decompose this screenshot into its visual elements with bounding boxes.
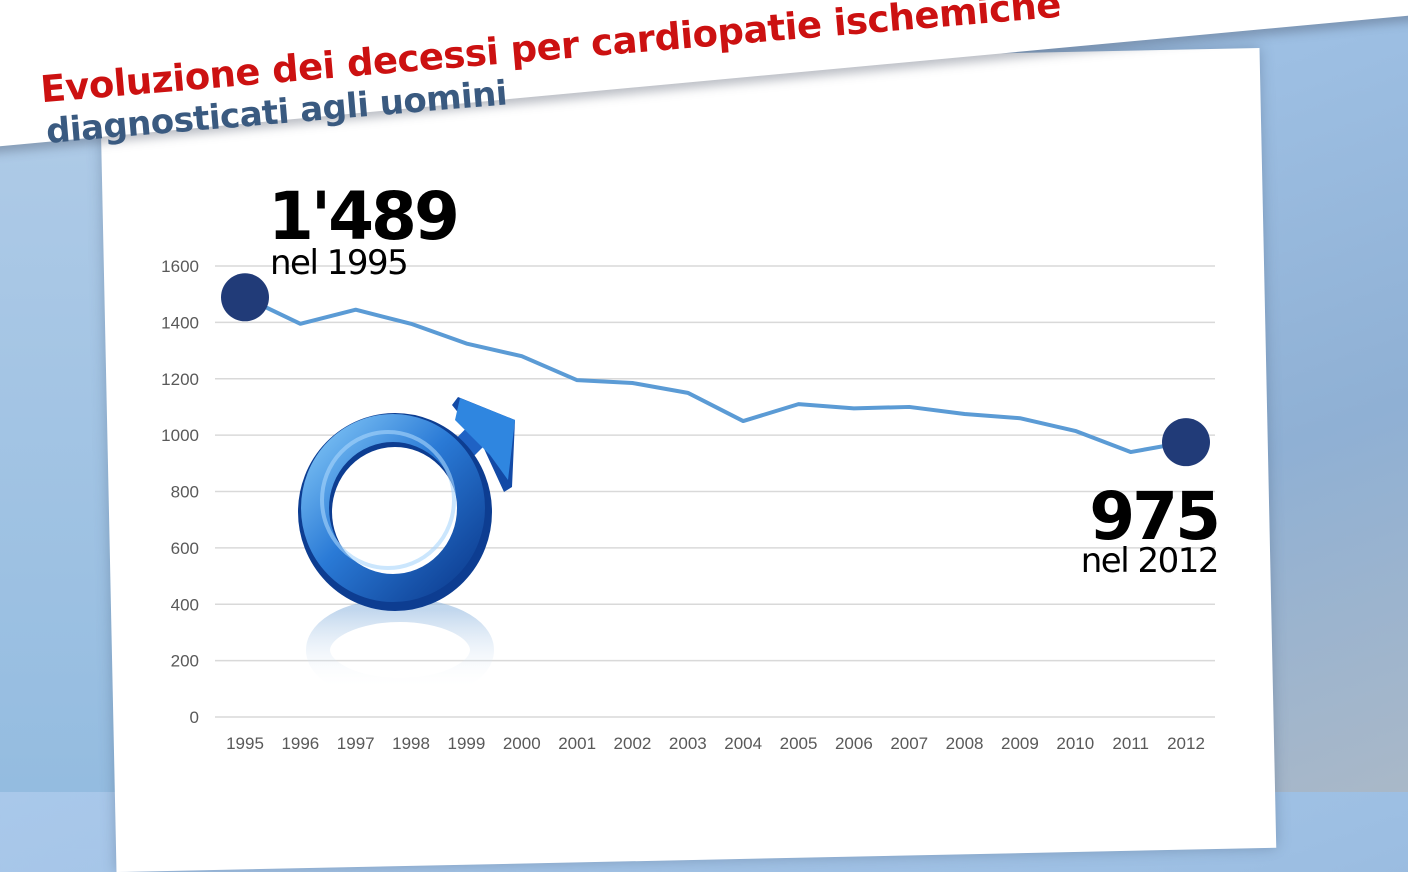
y-tick-label: 400 (171, 595, 199, 614)
y-tick-label: 1000 (161, 426, 199, 445)
x-tick-label: 1996 (281, 734, 319, 753)
data-points (221, 273, 1210, 467)
series-line (243, 295, 1188, 455)
male-symbol-icon (298, 397, 515, 702)
highlight-point-1995 (221, 273, 269, 322)
x-tick-label: 2008 (946, 734, 984, 753)
x-tick-label: 2002 (614, 734, 652, 753)
y-tick-label: 1200 (161, 370, 199, 389)
start-value-callout: 1'489 (268, 178, 460, 255)
gridlines (215, 265, 1215, 718)
x-tick-label: 2009 (1001, 734, 1039, 753)
end-year-callout: nel 2012 (1080, 541, 1220, 581)
y-tick-label: 0 (190, 708, 199, 727)
y-tick-label: 1600 (161, 257, 199, 276)
x-tick-label: 1997 (337, 734, 375, 753)
chart-title: Evoluzione dei decessi per cardiopatie i… (38, 0, 1063, 112)
y-tick-label: 600 (171, 539, 199, 558)
x-tick-label: 2011 (1112, 734, 1149, 753)
y-axis-ticks: 0 200 400 600 800 1000 1200 1400 1600 (161, 257, 199, 727)
highlight-point-2012 (1162, 418, 1210, 467)
x-tick-label: 2007 (890, 734, 928, 753)
y-tick-label: 200 (171, 652, 199, 671)
x-tick-label: 2010 (1056, 734, 1094, 753)
x-tick-label: 1998 (392, 734, 430, 753)
x-tick-label: 2006 (835, 734, 873, 753)
x-tick-label: 2003 (669, 734, 707, 753)
x-axis-ticks: 1995 1996 1997 1998 1999 2000 2001 2002 2003 2004… (226, 734, 1205, 753)
x-tick-label: 2001 (558, 734, 596, 753)
x-tick-label: 2005 (780, 734, 818, 753)
x-tick-label: 2012 (1167, 734, 1205, 753)
x-tick-label: 1999 (447, 734, 485, 753)
x-tick-label: 2004 (724, 734, 762, 753)
end-value-callout: 975 (1089, 478, 1221, 555)
y-tick-label: 800 (171, 483, 199, 502)
x-tick-label: 1995 (226, 734, 264, 753)
start-year-callout: nel 1995 (270, 243, 409, 283)
y-tick-label: 1400 (161, 313, 199, 332)
x-tick-label: 2000 (503, 734, 541, 753)
